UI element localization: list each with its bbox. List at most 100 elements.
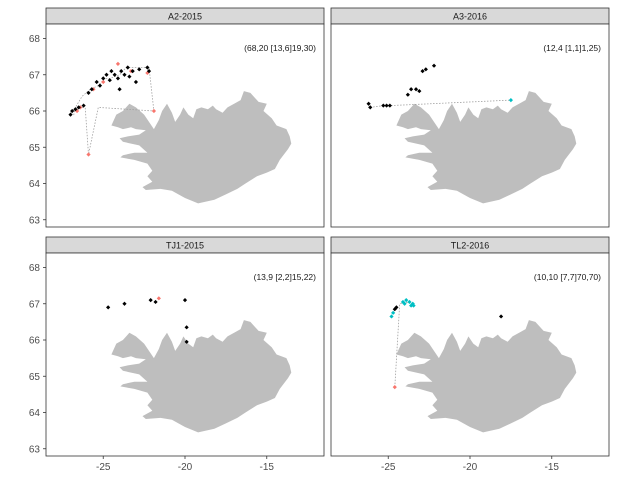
data-point xyxy=(97,83,103,88)
x-tick-label: -15 xyxy=(260,462,275,473)
y-tick-label: 63 xyxy=(29,215,41,226)
facet-annotation: (10,10 [7,7]70,70) xyxy=(534,272,601,282)
data-point xyxy=(101,79,106,85)
data-point xyxy=(151,108,157,114)
data-point xyxy=(109,69,114,74)
data-point xyxy=(122,301,127,306)
data-point xyxy=(431,63,437,68)
data-point xyxy=(156,296,161,301)
x-tick-label: -20 xyxy=(463,462,478,473)
data-point xyxy=(115,76,121,81)
iceland-landmass xyxy=(111,320,292,433)
data-point xyxy=(86,152,91,157)
data-point xyxy=(133,79,139,85)
data-point xyxy=(125,65,130,70)
data-point xyxy=(394,305,399,310)
data-point xyxy=(411,303,416,308)
y-tick-label: 65 xyxy=(29,372,41,383)
data-point xyxy=(106,305,111,310)
data-point xyxy=(417,88,422,94)
data-point xyxy=(407,299,412,305)
facet-panel: A3-2016 (12,4 [1,1]1,25) xyxy=(330,7,610,228)
data-point xyxy=(409,87,414,92)
data-point xyxy=(368,105,373,110)
panel-border xyxy=(45,23,325,228)
data-point xyxy=(381,103,386,108)
data-point xyxy=(81,103,86,108)
facet-annotation: (13,9 [2,2]15,22) xyxy=(254,272,317,282)
facet-panel: TL2-2016 (10,10 [7,7]70,70) -25 -20 -15 xyxy=(330,236,610,473)
facet-panel: A2-2015 (68,20 [13,6]19,30) 63 64 65 66 67 68 xyxy=(29,7,325,228)
iceland-landmass xyxy=(396,91,577,204)
track-line xyxy=(370,99,511,108)
data-point xyxy=(508,98,513,103)
data-point xyxy=(402,301,407,306)
facet-strip-label: TJ1-2015 xyxy=(166,241,204,251)
data-point xyxy=(122,72,127,77)
data-point xyxy=(184,339,189,344)
y-tick-label: 67 xyxy=(29,299,41,310)
facet-panel: TJ1-2015 (13,9 [2,2]15,22) 63 64 65 66 67 68 -25… xyxy=(29,236,325,473)
data-point xyxy=(184,325,189,330)
facet-strip-label: TL2-2016 xyxy=(451,241,490,251)
y-tick-label: 66 xyxy=(29,336,41,347)
data-point xyxy=(119,69,124,74)
y-tick-label: 65 xyxy=(29,143,41,154)
x-tick-label: -25 xyxy=(381,462,396,473)
x-tick-label: -15 xyxy=(545,462,560,473)
track-line xyxy=(69,67,155,155)
data-point xyxy=(384,103,389,108)
data-point xyxy=(387,103,392,108)
y-tick-label: 64 xyxy=(29,408,41,419)
iceland-landmass xyxy=(111,91,292,204)
y-tick-label: 63 xyxy=(29,444,41,455)
data-point xyxy=(146,69,152,74)
facet-annotation: (68,20 [13,6]19,30) xyxy=(244,43,316,53)
data-point xyxy=(392,385,397,390)
data-point xyxy=(89,87,94,92)
data-point xyxy=(420,69,425,74)
data-point xyxy=(389,314,394,319)
y-tick-label: 68 xyxy=(29,34,41,45)
data-point xyxy=(145,65,150,70)
data-point xyxy=(101,76,106,81)
data-point xyxy=(413,87,419,92)
data-point xyxy=(137,67,142,72)
data-point xyxy=(148,298,153,303)
data-point xyxy=(86,90,91,95)
data-point xyxy=(115,61,121,66)
iceland-landmass xyxy=(396,320,577,433)
data-point xyxy=(145,70,150,76)
data-point xyxy=(112,72,117,77)
data-point xyxy=(182,298,188,303)
data-point xyxy=(391,310,396,315)
data-point xyxy=(366,101,371,106)
data-point xyxy=(68,112,73,117)
y-tick-label: 64 xyxy=(29,179,41,190)
data-point xyxy=(76,105,81,110)
data-point xyxy=(404,298,409,303)
y-tick-label: 67 xyxy=(29,70,41,81)
data-point xyxy=(423,67,428,72)
facet-annotation: (12,4 [1,1]1,25) xyxy=(543,43,601,53)
data-point xyxy=(498,314,504,319)
data-point xyxy=(74,108,80,114)
panel-border xyxy=(330,23,610,228)
data-point xyxy=(94,79,99,85)
data-point xyxy=(107,78,112,83)
facet-strip-label: A3-2016 xyxy=(453,12,487,22)
data-point xyxy=(127,74,132,79)
data-point xyxy=(130,69,135,74)
facet-strip-label: A2-2015 xyxy=(168,12,202,22)
data-point xyxy=(73,107,78,112)
data-point xyxy=(405,92,410,97)
x-tick-label: -20 xyxy=(178,462,193,473)
y-tick-label: 68 xyxy=(29,263,41,274)
x-tick-label: -25 xyxy=(96,462,111,473)
data-point xyxy=(104,72,109,77)
data-point xyxy=(117,87,122,92)
data-point xyxy=(153,299,158,305)
y-tick-label: 66 xyxy=(29,107,41,118)
data-point xyxy=(70,108,75,114)
